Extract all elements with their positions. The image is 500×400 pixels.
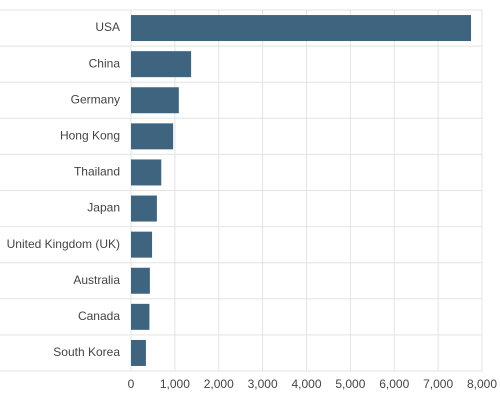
y-tick-label: Hong Kong (60, 129, 120, 143)
x-tick-label: 8,000 (467, 377, 497, 391)
y-tick-label: USA (95, 20, 120, 34)
x-tick-label: 3,000 (248, 377, 278, 391)
y-tick-label: Germany (71, 92, 120, 106)
bar (131, 339, 146, 366)
y-tick-label: Japan (87, 201, 120, 215)
bar (131, 123, 174, 150)
y-tick-label: China (89, 56, 121, 70)
x-tick-label: 2,000 (204, 377, 234, 391)
y-tick-label: Thailand (74, 165, 120, 179)
x-tick-label: 1,000 (160, 377, 190, 391)
x-tick-label: 5,000 (335, 377, 365, 391)
x-tick-label: 6,000 (379, 377, 409, 391)
x-tick-label: 7,000 (423, 377, 453, 391)
bar (131, 303, 150, 330)
bar (131, 51, 192, 78)
bar (131, 159, 162, 186)
y-tick-label: Canada (78, 309, 120, 323)
bar (131, 231, 153, 258)
bar (131, 195, 157, 222)
y-tick-label: South Korea (53, 345, 120, 359)
y-tick-label: Australia (73, 273, 120, 287)
x-tick-label: 4,000 (291, 377, 321, 391)
bar (131, 15, 472, 42)
bar (131, 87, 179, 114)
bar (131, 267, 150, 294)
y-tick-label: United Kingdom (UK) (7, 237, 120, 251)
x-tick-label: 0 (128, 377, 135, 391)
